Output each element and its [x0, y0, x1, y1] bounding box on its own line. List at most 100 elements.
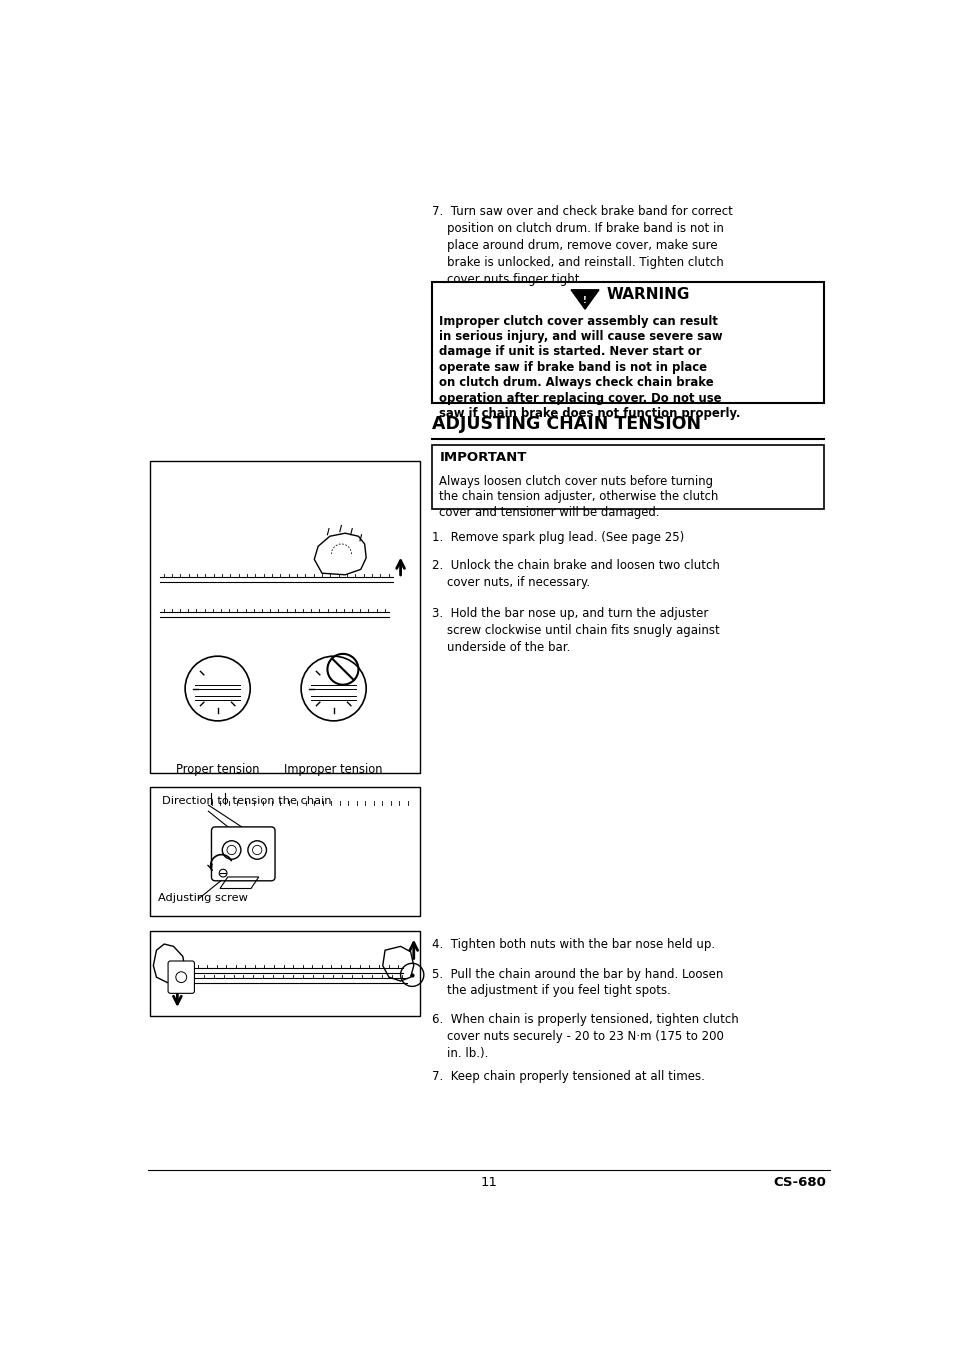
- Bar: [388, 978, 395, 982]
- Bar: [268, 805, 274, 811]
- Bar: [316, 897, 323, 901]
- Bar: [309, 978, 316, 982]
- Text: !: !: [582, 296, 586, 305]
- Bar: [370, 805, 377, 811]
- Bar: [269, 577, 275, 581]
- Bar: [216, 805, 224, 811]
- Text: Improper tension: Improper tension: [284, 763, 382, 775]
- Bar: [214, 692, 220, 700]
- Bar: [211, 577, 217, 581]
- Bar: [262, 897, 269, 901]
- Bar: [222, 969, 230, 973]
- Bar: [160, 577, 167, 581]
- Bar: [200, 897, 207, 901]
- Text: Direction to tension the chain: Direction to tension the chain: [162, 796, 331, 805]
- Bar: [226, 612, 233, 616]
- Text: operation after replacing cover. Do not use: operation after replacing cover. Do not …: [439, 392, 721, 404]
- Bar: [301, 897, 307, 901]
- Bar: [270, 897, 276, 901]
- Bar: [267, 612, 274, 616]
- Bar: [276, 577, 283, 581]
- Bar: [289, 978, 296, 982]
- Text: 1.  Remove spark plug lead. (See page 25): 1. Remove spark plug lead. (See page 25): [431, 531, 683, 544]
- Bar: [360, 577, 367, 581]
- Bar: [289, 969, 296, 973]
- Bar: [210, 612, 215, 616]
- Bar: [363, 897, 369, 901]
- Bar: [193, 612, 199, 616]
- Bar: [319, 805, 326, 811]
- Bar: [283, 612, 290, 616]
- Bar: [361, 805, 369, 811]
- Bar: [252, 577, 258, 581]
- Bar: [177, 577, 184, 581]
- Bar: [294, 577, 300, 581]
- Bar: [169, 577, 175, 581]
- Bar: [242, 805, 249, 811]
- Text: damage if unit is started. Never start or: damage if unit is started. Never start o…: [439, 346, 701, 358]
- Bar: [431, 282, 822, 403]
- Bar: [259, 978, 267, 982]
- Text: cover nuts, if necessary.: cover nuts, if necessary.: [431, 577, 589, 589]
- Bar: [378, 897, 385, 901]
- Bar: [150, 461, 419, 773]
- Text: 2.  Unlock the chain brake and loosen two clutch: 2. Unlock the chain brake and loosen two…: [431, 559, 719, 573]
- Bar: [247, 897, 253, 901]
- Bar: [274, 612, 281, 616]
- Bar: [338, 978, 346, 982]
- Bar: [313, 692, 317, 700]
- Bar: [233, 805, 241, 811]
- Bar: [217, 612, 224, 616]
- Bar: [243, 577, 250, 581]
- Bar: [302, 577, 309, 581]
- Bar: [318, 978, 326, 982]
- Bar: [176, 612, 183, 616]
- Bar: [279, 969, 287, 973]
- Bar: [249, 978, 257, 982]
- Text: in serious injury, and will cause severe saw: in serious injury, and will cause severe…: [439, 330, 722, 343]
- Bar: [232, 897, 237, 901]
- Bar: [285, 805, 292, 811]
- Bar: [210, 978, 217, 982]
- Text: on clutch drum. Always check chain brake: on clutch drum. Always check chain brake: [439, 376, 713, 389]
- Bar: [302, 805, 309, 811]
- Bar: [235, 577, 242, 581]
- Bar: [328, 805, 335, 811]
- Text: operate saw if brake band is not in place: operate saw if brake band is not in plac…: [439, 361, 706, 374]
- Bar: [298, 969, 306, 973]
- Bar: [150, 786, 419, 916]
- Bar: [258, 612, 265, 616]
- Bar: [384, 969, 392, 973]
- Bar: [395, 805, 402, 811]
- Bar: [343, 577, 350, 581]
- Bar: [224, 897, 230, 901]
- Text: 11: 11: [480, 1177, 497, 1189]
- Bar: [294, 897, 299, 901]
- Bar: [356, 612, 363, 616]
- Text: IMPORTANT: IMPORTANT: [439, 451, 526, 463]
- Bar: [376, 577, 383, 581]
- Bar: [292, 612, 297, 616]
- Bar: [387, 805, 394, 811]
- Bar: [200, 978, 208, 982]
- Bar: [219, 978, 228, 982]
- Bar: [385, 577, 392, 581]
- Bar: [377, 978, 386, 982]
- Bar: [349, 692, 354, 700]
- Bar: [242, 612, 249, 616]
- Bar: [251, 805, 257, 811]
- Bar: [355, 897, 361, 901]
- Bar: [213, 969, 220, 973]
- Bar: [332, 612, 338, 616]
- Text: saw if chain brake does not function properly.: saw if chain brake does not function pro…: [439, 407, 740, 420]
- FancyBboxPatch shape: [168, 961, 194, 993]
- Bar: [169, 612, 175, 616]
- Bar: [340, 612, 347, 616]
- Bar: [251, 612, 256, 616]
- Bar: [201, 612, 208, 616]
- Bar: [308, 612, 314, 616]
- Bar: [269, 978, 276, 982]
- Bar: [224, 681, 229, 688]
- Bar: [227, 577, 233, 581]
- Bar: [328, 978, 336, 982]
